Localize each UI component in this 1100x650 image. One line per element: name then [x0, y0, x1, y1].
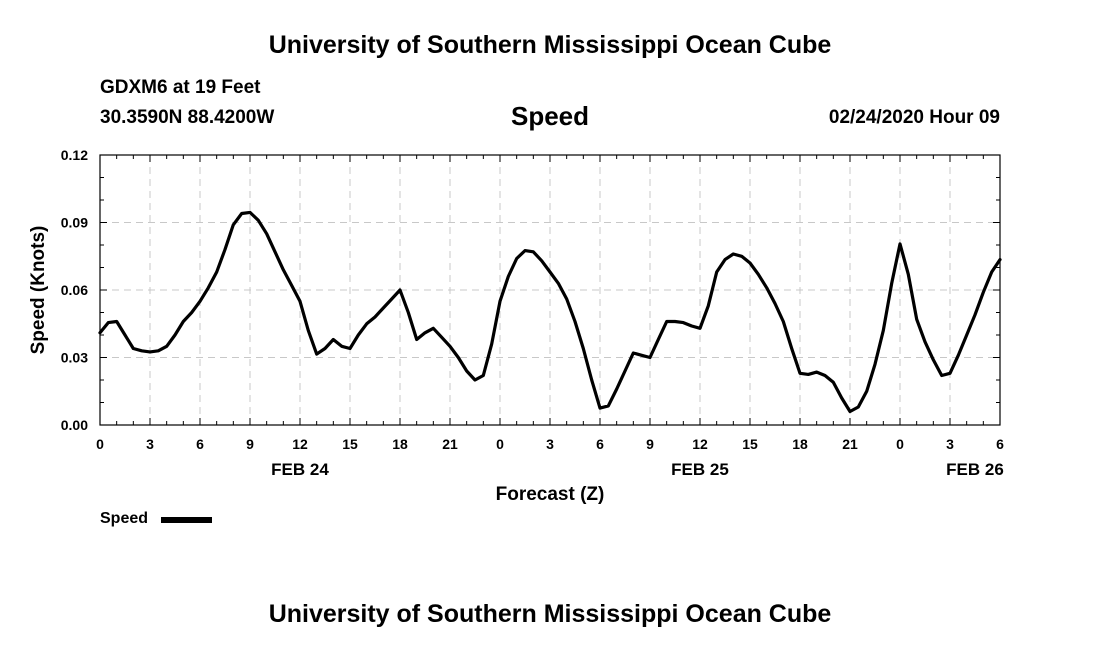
- x-tick-label: 12: [692, 436, 708, 452]
- x-tick-label: 6: [596, 436, 604, 452]
- x-tick-label: 15: [342, 436, 358, 452]
- forecast-datetime: 02/24/2020 Hour 09: [828, 107, 1000, 128]
- y-axis-title: Speed (Knots): [28, 226, 49, 355]
- x-tick-label: 0: [896, 436, 904, 452]
- x-tick-label: 12: [292, 436, 308, 452]
- y-tick-label: 0.03: [61, 350, 88, 366]
- x-tick-label: 15: [742, 436, 758, 452]
- x-tick-label: 6: [196, 436, 204, 452]
- y-tick-label: 0.09: [61, 215, 88, 231]
- header-title: University of Southern Mississippi Ocean…: [268, 31, 832, 59]
- coordinates-label: 30.3590N 88.4200W: [100, 107, 275, 128]
- chart-title: Speed: [510, 101, 590, 131]
- legend-line-swatch: [161, 517, 212, 523]
- x-axis-title: Forecast (Z): [496, 484, 605, 505]
- date-label: FEB 26: [946, 460, 1004, 479]
- x-tick-label: 9: [646, 436, 654, 452]
- x-tick-label: 3: [146, 436, 154, 452]
- footer-title: University of Southern Mississippi Ocean…: [268, 600, 832, 628]
- date-label: FEB 24: [271, 460, 329, 479]
- x-tick-label: 18: [392, 436, 408, 452]
- x-tick-label: 21: [442, 436, 458, 452]
- plot-frame: [99, 154, 1001, 426]
- y-tick-label: 0.00: [61, 417, 88, 433]
- y-tick-label: 0.06: [61, 282, 88, 298]
- x-tick-label: 21: [842, 436, 858, 452]
- x-tick-label: 9: [246, 436, 254, 452]
- x-tick-label: 0: [96, 436, 104, 452]
- speed-series-line: [98, 210, 1002, 414]
- y-tick-label: 0.12: [61, 147, 88, 163]
- x-tick-label: 18: [792, 436, 808, 452]
- x-tick-label: 3: [946, 436, 954, 452]
- date-label: FEB 25: [671, 460, 729, 479]
- legend-label: Speed: [100, 510, 149, 527]
- station-label: GDXM6 at 19 Feet: [100, 77, 261, 98]
- x-tick-label: 6: [996, 436, 1004, 452]
- x-tick-label: 3: [546, 436, 554, 452]
- x-tick-label: 0: [496, 436, 504, 452]
